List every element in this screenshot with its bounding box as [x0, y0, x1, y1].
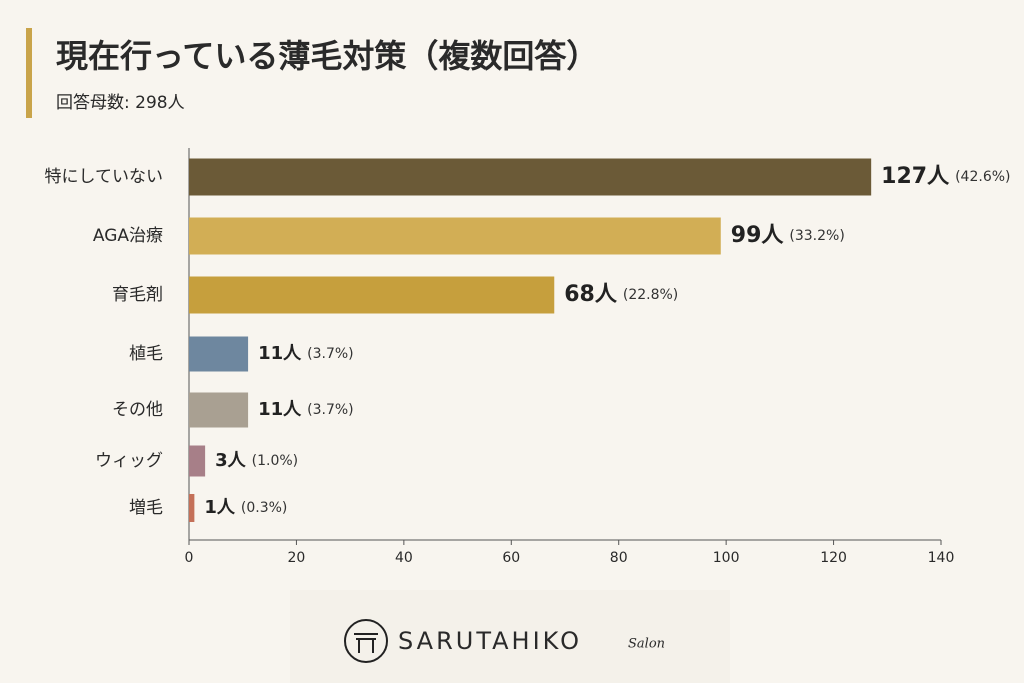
- x-tick-label: 40: [395, 550, 413, 566]
- value-count: 11人: [258, 399, 302, 420]
- value-label: 3人 (1.0%): [215, 450, 298, 471]
- value-label: 11人 (3.7%): [258, 399, 354, 420]
- chart-subtitle: 回答母数: 298人: [56, 92, 185, 113]
- y-tick-label: 育毛剤: [112, 285, 163, 305]
- x-tick-label: 100: [713, 550, 740, 566]
- value-share: (33.2%): [789, 228, 844, 244]
- y-tick-label: ウィッグ: [95, 451, 163, 471]
- x-tick-label: 140: [928, 550, 955, 566]
- value-count: 3人: [215, 450, 247, 471]
- value-label: 1人 (0.3%): [204, 497, 287, 518]
- y-tick-label: 植毛: [129, 344, 163, 364]
- brand-name: SARUTAHIKO: [398, 627, 582, 655]
- value-label: 99人 (33.2%): [731, 223, 845, 248]
- y-tick-label: 増毛: [129, 498, 163, 518]
- bar: [189, 276, 555, 314]
- value-count: 127人: [881, 164, 950, 189]
- value-share: (42.6%): [955, 169, 1010, 185]
- x-tick-label: 20: [288, 550, 306, 566]
- value-share: (3.7%): [307, 346, 354, 362]
- value-share: (1.0%): [252, 453, 299, 469]
- bar: [189, 217, 721, 255]
- title-accent: [26, 28, 32, 118]
- value-share: (22.8%): [623, 287, 678, 303]
- value-count: 68人: [564, 282, 618, 307]
- x-tick-label: 0: [185, 550, 194, 566]
- y-tick-label: AGA治療: [93, 226, 163, 246]
- bar: [189, 494, 195, 522]
- value-label: 68人 (22.8%): [564, 282, 678, 307]
- y-tick-label: その他: [112, 400, 163, 420]
- value-share: (3.7%): [307, 402, 354, 418]
- x-tick-label: 120: [820, 550, 847, 566]
- value-count: 11人: [258, 343, 302, 364]
- bar: [189, 336, 249, 372]
- logo: [344, 619, 388, 663]
- value-count: 99人: [731, 223, 785, 248]
- value-label: 127人 (42.6%): [881, 164, 1010, 189]
- value-share: (0.3%): [241, 500, 288, 516]
- bar: [189, 445, 206, 477]
- footer-band: [290, 590, 730, 683]
- x-tick-label: 80: [610, 550, 628, 566]
- chart-title: 現在行っている薄毛対策（複数回答）: [56, 37, 598, 75]
- bar: [189, 392, 249, 428]
- brand-sub: Salon: [628, 637, 665, 652]
- value-count: 1人: [204, 497, 236, 518]
- value-label: 11人 (3.7%): [258, 343, 354, 364]
- logo-circle: [344, 619, 388, 663]
- bar: [189, 158, 872, 196]
- y-tick-label: 特にしていない: [45, 167, 164, 187]
- logo-icon: [354, 633, 378, 653]
- x-tick-label: 60: [502, 550, 520, 566]
